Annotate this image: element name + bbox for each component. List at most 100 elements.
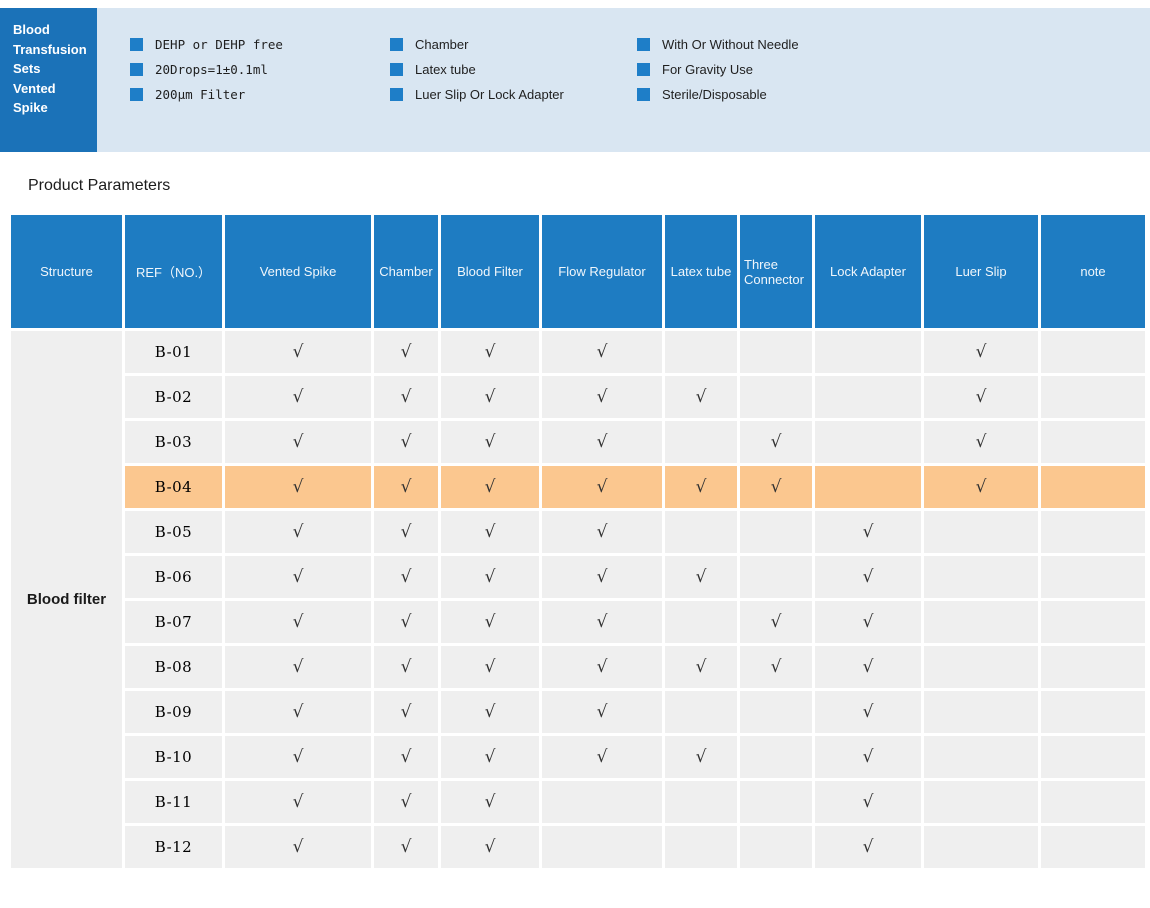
empty-cell	[1041, 826, 1145, 868]
table-row: B-02 √ √ √ √ √ √	[11, 376, 1145, 418]
feature-item: Latex tube	[390, 62, 564, 77]
check-cell: √	[441, 826, 539, 868]
check-cell: √	[225, 511, 371, 553]
check-cell: √	[665, 466, 737, 508]
feature-label: For Gravity Use	[662, 62, 754, 77]
section-title: Product Parameters	[28, 177, 171, 194]
empty-cell	[740, 376, 812, 418]
check-cell: √	[374, 511, 438, 553]
parameters-table: Structure REF（NO.） Vented Spike Chamber Bloo…	[8, 212, 1148, 871]
check-cell: √	[924, 466, 1038, 508]
empty-cell	[665, 331, 737, 373]
table-row: B-12 √ √ √ √	[11, 826, 1145, 868]
check-cell: √	[374, 466, 438, 508]
check-cell: √	[815, 826, 921, 868]
bullet-square-icon	[390, 63, 403, 76]
empty-cell	[1041, 736, 1145, 778]
empty-cell	[1041, 601, 1145, 643]
empty-cell	[924, 826, 1038, 868]
empty-cell	[815, 421, 921, 463]
feature-item: Chamber	[390, 37, 564, 52]
check-cell: √	[665, 646, 737, 688]
product-title-line: Transfusion	[13, 41, 87, 57]
empty-cell	[924, 646, 1038, 688]
check-cell: √	[374, 826, 438, 868]
empty-cell	[542, 826, 662, 868]
check-cell: √	[441, 736, 539, 778]
check-cell: √	[542, 331, 662, 373]
column-header-note: note	[1041, 215, 1145, 328]
check-cell: √	[542, 376, 662, 418]
check-cell: √	[225, 601, 371, 643]
check-cell: √	[374, 376, 438, 418]
feature-item: Sterile/Disposable	[637, 87, 799, 102]
table-row: B-09 √ √ √ √ √	[11, 691, 1145, 733]
check-cell: √	[441, 781, 539, 823]
bullet-square-icon	[130, 88, 143, 101]
column-header-lock-adapter: Lock Adapter	[815, 215, 921, 328]
check-cell: √	[542, 556, 662, 598]
empty-cell	[740, 331, 812, 373]
check-cell: √	[374, 781, 438, 823]
feature-item: DEHP or DEHP free	[130, 37, 283, 52]
check-cell: √	[225, 331, 371, 373]
check-cell: √	[225, 556, 371, 598]
check-cell: √	[665, 376, 737, 418]
check-cell: √	[924, 376, 1038, 418]
check-cell: √	[815, 781, 921, 823]
feature-item: For Gravity Use	[637, 62, 799, 77]
bullet-square-icon	[637, 38, 650, 51]
check-cell: √	[441, 511, 539, 553]
ref-cell: B-02	[125, 376, 222, 418]
table-row: B-10 √ √ √ √ √ √	[11, 736, 1145, 778]
column-header-structure: Structure	[11, 215, 122, 328]
ref-cell: B-10	[125, 736, 222, 778]
feature-label: Luer Slip Or Lock Adapter	[415, 87, 564, 102]
empty-cell	[924, 691, 1038, 733]
feature-item: 200μm Filter	[130, 87, 283, 102]
empty-cell	[924, 601, 1038, 643]
parameters-table-wrap: Structure REF（NO.） Vented Spike Chamber Bloo…	[8, 212, 1148, 871]
check-cell: √	[542, 421, 662, 463]
empty-cell	[1041, 331, 1145, 373]
check-cell: √	[225, 466, 371, 508]
check-cell: √	[542, 601, 662, 643]
column-header-luer-slip: Luer Slip	[924, 215, 1038, 328]
feature-column-1: DEHP or DEHP free 20Drops=1±0.1ml 200μm Fi…	[130, 37, 283, 113]
check-cell: √	[740, 646, 812, 688]
structure-cell: Blood filter	[11, 331, 122, 868]
check-cell: √	[441, 421, 539, 463]
bullet-square-icon	[130, 38, 143, 51]
check-cell: √	[225, 646, 371, 688]
check-cell: √	[441, 376, 539, 418]
check-cell: √	[542, 691, 662, 733]
check-cell: √	[815, 556, 921, 598]
check-cell: √	[441, 601, 539, 643]
check-cell: √	[374, 646, 438, 688]
ref-cell: B-05	[125, 511, 222, 553]
table-row: B-06 √ √ √ √ √ √	[11, 556, 1145, 598]
check-cell: √	[924, 421, 1038, 463]
check-cell: √	[815, 691, 921, 733]
bullet-square-icon	[637, 88, 650, 101]
empty-cell	[665, 421, 737, 463]
table-header-row: Structure REF（NO.） Vented Spike Chamber Bloo…	[11, 215, 1145, 328]
check-cell: √	[374, 736, 438, 778]
table-row: Blood filter B-01 √ √ √ √ √	[11, 331, 1145, 868]
product-title-line: Spike	[13, 100, 48, 115]
check-cell: √	[542, 646, 662, 688]
check-cell: √	[225, 736, 371, 778]
empty-cell	[740, 511, 812, 553]
product-title-line: Sets	[13, 61, 41, 76]
empty-cell	[1041, 781, 1145, 823]
empty-cell	[1041, 421, 1145, 463]
empty-cell	[1041, 376, 1145, 418]
column-header-flow-regulator: Flow Regulator	[542, 215, 662, 328]
empty-cell	[1041, 556, 1145, 598]
feature-label: Latex tube	[415, 62, 476, 77]
check-cell: √	[225, 376, 371, 418]
features-banner: DEHP or DEHP free 20Drops=1±0.1ml 200μm Fi…	[97, 8, 1150, 152]
table-row: B-08 √ √ √ √ √ √ √	[11, 646, 1145, 688]
check-cell: √	[740, 601, 812, 643]
check-cell: √	[225, 826, 371, 868]
